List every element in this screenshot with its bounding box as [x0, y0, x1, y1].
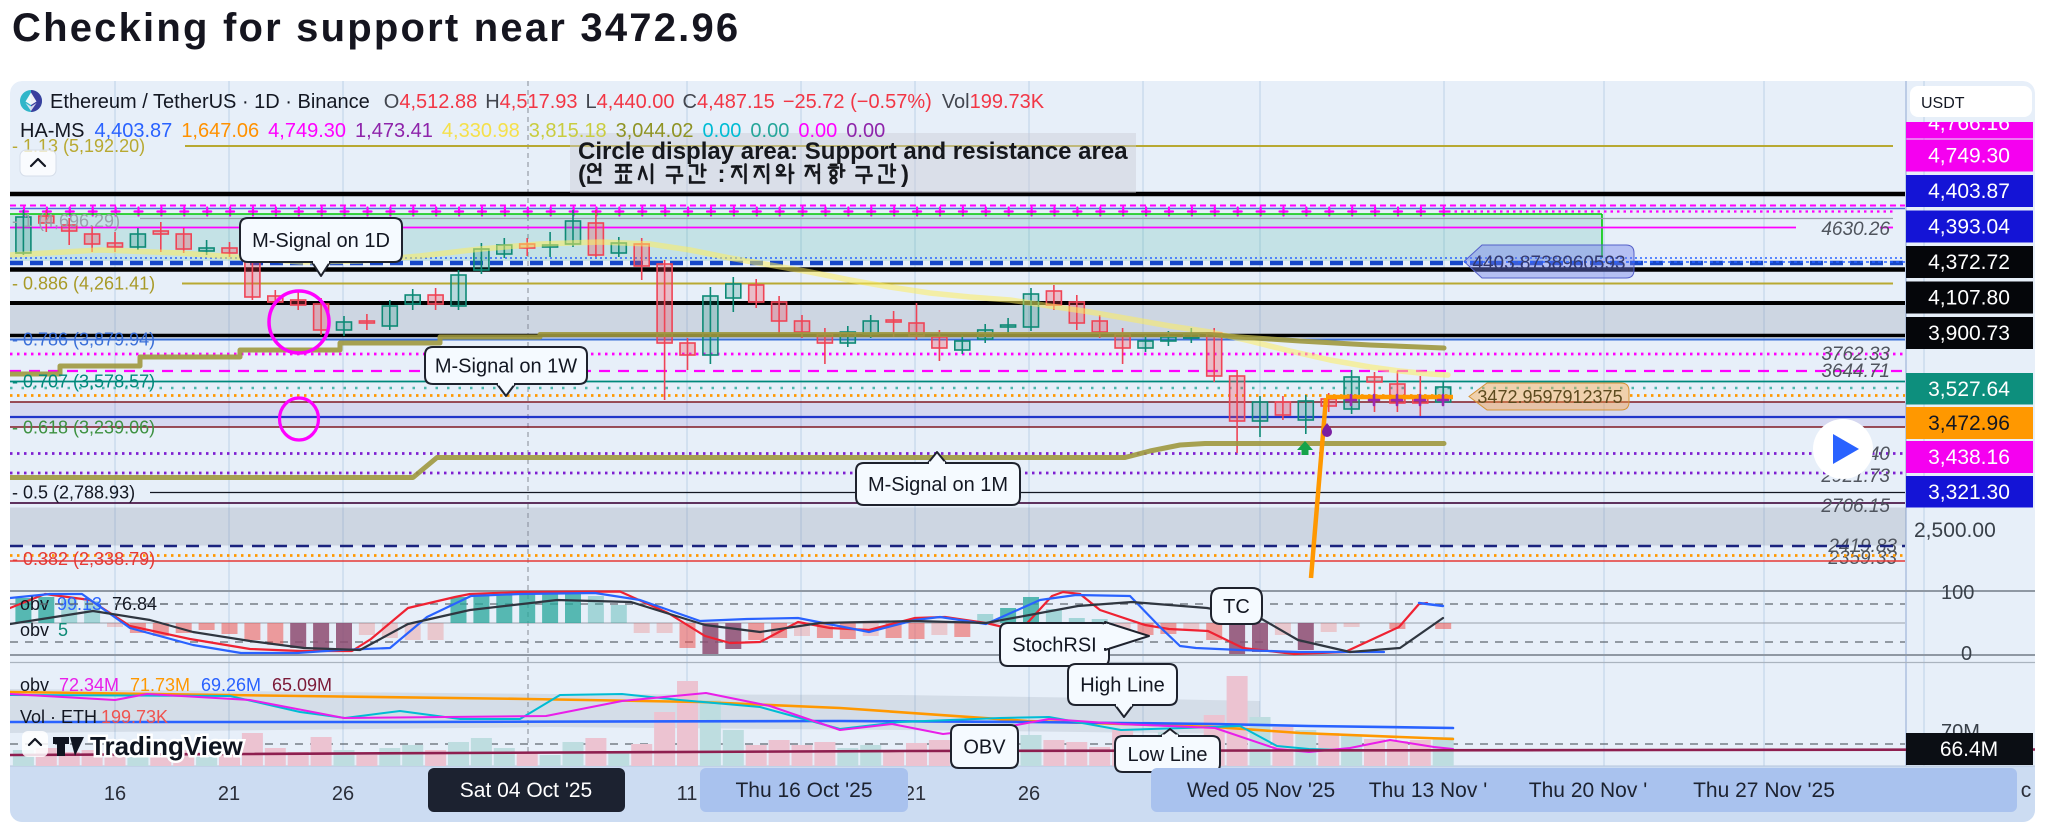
svg-text:16: 16	[104, 783, 126, 805]
svg-text:3644.71: 3644.71	[1821, 361, 1890, 382]
svg-text:Thu 13 Nov ': Thu 13 Nov '	[1369, 779, 1487, 802]
svg-text:4,403.87: 4,403.87	[1928, 180, 2010, 203]
svg-text:100: 100	[1941, 582, 1974, 604]
svg-text:Ethereum / TetherUS · 1D · Bin: Ethereum / TetherUS · 1D · Binance O4,512…	[50, 91, 1045, 113]
svg-text:4,393.04: 4,393.04	[1928, 216, 2010, 239]
svg-text:3,900.73: 3,900.73	[1928, 322, 2010, 345]
svg-text:- 0.786 (3,879.94): - 0.786 (3,879.94)	[12, 330, 155, 350]
svg-text:TradingView: TradingView	[90, 731, 243, 761]
svg-text:3,472.96: 3,472.96	[1928, 412, 2010, 435]
svg-text:199.73: 199.73	[101, 707, 156, 727]
svg-text:OBV: OBV	[963, 737, 1006, 759]
svg-text:26: 26	[332, 783, 354, 805]
svg-text:M: M	[246, 675, 261, 695]
svg-text:HA-MS4,403.871,647.064,749.301: HA-MS 4,403.87 1,647.06 4,749.30 1,473.41 4,3…	[20, 120, 885, 142]
svg-text:3,527.64: 3,527.64	[1928, 378, 2010, 401]
svg-text:- 0.886 (4,261.41): - 0.886 (4,261.41)	[12, 274, 155, 294]
svg-text:): )	[901, 161, 909, 188]
svg-text:- 0.5 (2,788.93): - 0.5 (2,788.93)	[12, 483, 135, 503]
svg-text:obv: obv	[20, 620, 49, 640]
svg-text:c: c	[2021, 779, 2032, 802]
svg-text:USDT: USDT	[1921, 95, 1965, 112]
svg-text:5: 5	[58, 620, 68, 640]
svg-text:Thu 27 Nov '25: Thu 27 Nov '25	[1693, 779, 1835, 802]
svg-text:99.13: 99.13	[57, 594, 102, 614]
svg-text:- 1 (4,696.29): - 1 (4,696.29)	[12, 211, 120, 231]
svg-text:(: (	[578, 161, 586, 188]
svg-text:M: M	[175, 675, 190, 695]
svg-text:2359.33: 2359.33	[1827, 548, 1897, 569]
svg-text:72.34: 72.34	[59, 675, 104, 695]
svg-text:Vol · ETH: Vol · ETH	[20, 707, 97, 727]
svg-text:3472.9597912375: 3472.9597912375	[1477, 387, 1622, 407]
svg-text:2,500.00: 2,500.00	[1914, 519, 1996, 542]
svg-text:Wed 05 Nov '25: Wed 05 Nov '25	[1187, 779, 1335, 802]
svg-text:26: 26	[1018, 783, 1040, 805]
svg-text:- 0.707 (3,578.57): - 0.707 (3,578.57)	[12, 372, 155, 392]
svg-text:4,372.72: 4,372.72	[1928, 251, 2010, 274]
svg-text:4,107.80: 4,107.80	[1928, 287, 2010, 310]
svg-text:- 0.382 (2,338.79): - 0.382 (2,338.79)	[12, 549, 155, 569]
svg-text:21: 21	[904, 783, 926, 805]
svg-text:3,438.16: 3,438.16	[1928, 446, 2010, 469]
svg-text:11: 11	[677, 783, 698, 805]
svg-text:Thu 20 Nov ': Thu 20 Nov '	[1529, 779, 1647, 802]
svg-text:K: K	[156, 707, 168, 727]
svg-text:4,749.30: 4,749.30	[1928, 145, 2010, 168]
svg-text:M-Signal on 1D: M-Signal on 1D	[252, 230, 390, 252]
svg-text:obv: obv	[20, 675, 49, 695]
svg-text:Sat 04 Oct '25: Sat 04 Oct '25	[460, 779, 592, 802]
svg-text:21: 21	[218, 783, 240, 805]
svg-text:66.4M: 66.4M	[1940, 738, 1998, 761]
svg-text:4,766.16: 4,766.16	[1928, 112, 2010, 135]
svg-text::: :	[718, 161, 726, 188]
svg-text:M: M	[104, 675, 119, 695]
svg-text:High Line: High Line	[1080, 675, 1165, 697]
svg-text:4630.26: 4630.26	[1821, 219, 1890, 240]
svg-text:69.26: 69.26	[201, 675, 246, 695]
svg-text:71.73: 71.73	[130, 675, 175, 695]
svg-text:65.09: 65.09	[272, 675, 317, 695]
svg-text:obv: obv	[20, 594, 49, 614]
svg-text:Low Line: Low Line	[1127, 744, 1207, 766]
svg-text:Checking for support near 3472: Checking for support near 3472.96	[12, 6, 740, 50]
svg-text:Thu 16 Oct '25: Thu 16 Oct '25	[735, 779, 872, 802]
svg-text:M: M	[317, 675, 332, 695]
svg-text:M-Signal on 1W: M-Signal on 1W	[435, 356, 577, 378]
svg-text:TC: TC	[1223, 596, 1250, 618]
svg-text:M-Signal on 1M: M-Signal on 1M	[868, 474, 1008, 496]
svg-text:0: 0	[1961, 643, 1972, 665]
svg-text:- 0.618 (3,239.06): - 0.618 (3,239.06)	[12, 418, 155, 438]
svg-text:Circle display area: Support a: Circle display area: Support and resista…	[578, 138, 1128, 165]
svg-text:3762.33: 3762.33	[1821, 344, 1890, 365]
svg-text:StochRSI: StochRSI	[1012, 635, 1096, 657]
svg-text:3,321.30: 3,321.30	[1928, 481, 2010, 504]
svg-text:2706.15: 2706.15	[1820, 496, 1890, 517]
svg-text:4403.8738960593: 4403.8738960593	[1472, 253, 1625, 274]
